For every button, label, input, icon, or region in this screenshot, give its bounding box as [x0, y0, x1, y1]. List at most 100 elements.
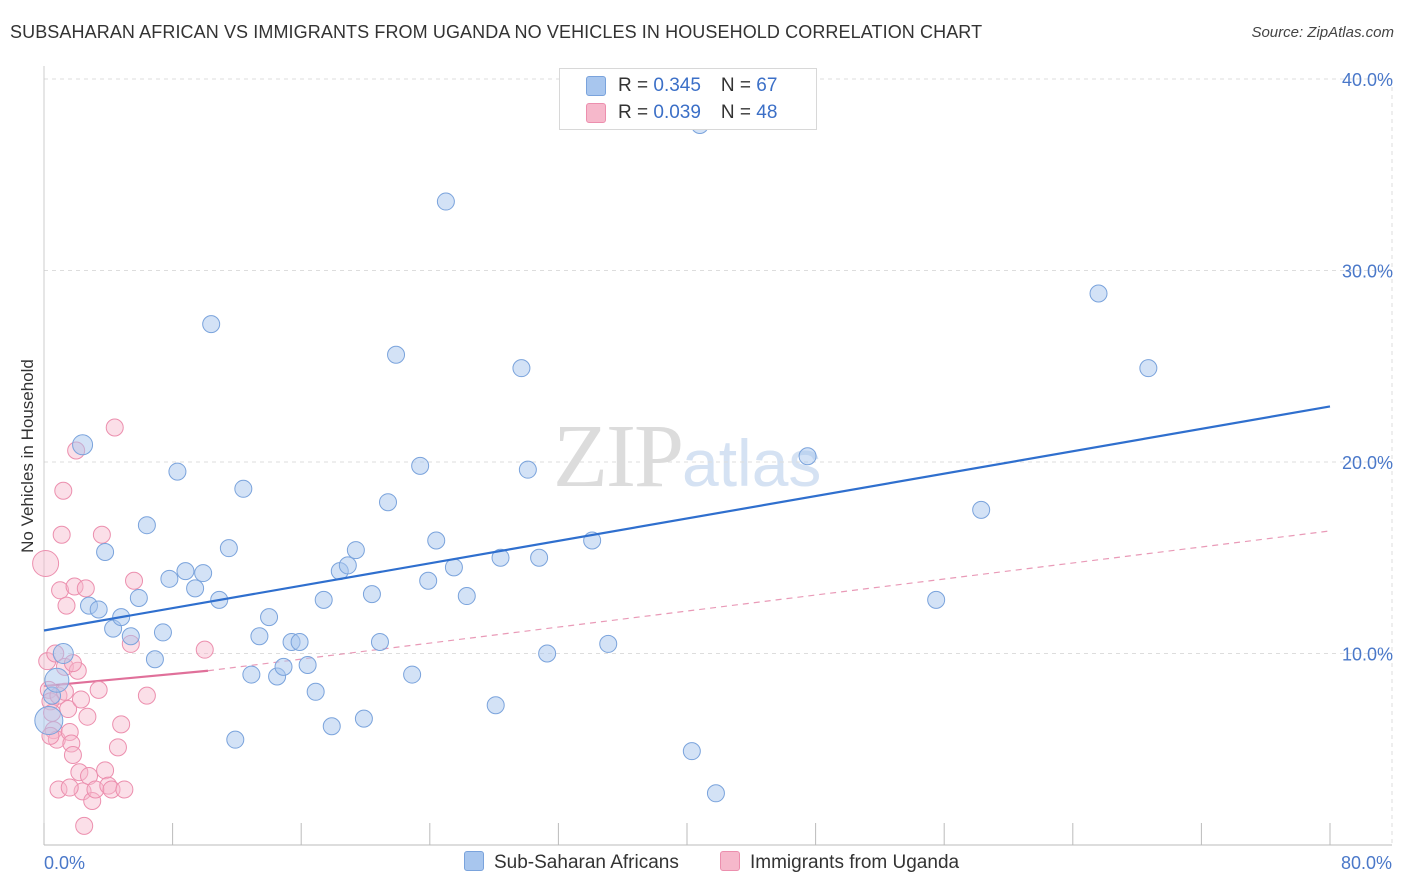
blue-point	[44, 667, 70, 693]
pink-swatch	[586, 103, 606, 123]
blue-point	[202, 315, 221, 334]
legend-label-sub-saharan: Sub-Saharan Africans	[494, 852, 679, 873]
source-label: Source: ZipAtlas.com	[1251, 24, 1394, 41]
blue-point	[491, 548, 510, 567]
blue-point	[322, 717, 341, 736]
blue-point	[298, 655, 317, 674]
pink-point	[125, 571, 144, 590]
blue-point	[486, 696, 505, 715]
blue-point	[194, 564, 213, 583]
legend-item-sub-saharan: Sub-Saharan Africans	[464, 851, 679, 874]
blue-point	[362, 585, 381, 604]
pink-point	[83, 791, 102, 810]
blue-point	[427, 531, 446, 550]
blue-point	[538, 644, 557, 663]
pink-point	[49, 780, 68, 799]
blue-point	[706, 784, 725, 803]
pink-point	[78, 707, 97, 726]
legend-item-uganda: Immigrants from Uganda	[720, 851, 959, 874]
y-tick-label: 30.0%	[1342, 262, 1393, 282]
pink-point	[105, 418, 124, 437]
blue-point	[226, 730, 245, 749]
blue-point	[436, 192, 455, 211]
blue-point	[346, 541, 365, 560]
pink-point	[96, 761, 115, 780]
pink-swatch	[720, 851, 740, 871]
blue-point	[137, 516, 156, 535]
blue-point	[290, 633, 309, 652]
blue-trend-line	[43, 405, 1331, 632]
blue-point	[518, 460, 537, 479]
blue-swatch	[464, 851, 484, 871]
watermark-atlas: atlas	[682, 426, 822, 500]
blue-point	[354, 709, 373, 728]
blue-point	[34, 706, 64, 736]
blue-points	[34, 115, 1158, 803]
blue-point	[682, 742, 701, 761]
r-value: 0.345	[653, 75, 701, 96]
blue-point	[121, 627, 140, 646]
blue-point	[457, 587, 476, 606]
blue-point	[234, 479, 253, 498]
axes	[43, 66, 1392, 846]
pink-point	[76, 579, 95, 598]
blue-point	[242, 665, 261, 684]
blue-point	[250, 627, 269, 646]
pink-point	[102, 780, 121, 799]
blue-point	[599, 634, 618, 653]
blue-point	[145, 650, 164, 669]
blue-point	[444, 558, 463, 577]
blue-point	[512, 359, 531, 378]
stats-legend: R = 0.345 N = 67 R = 0.039 N = 48	[559, 68, 817, 130]
r-value: 0.039	[653, 102, 701, 123]
blue-point	[379, 493, 398, 512]
blue-point	[972, 500, 991, 519]
blue-point	[219, 539, 238, 558]
y-tick-label: 10.0%	[1342, 645, 1393, 665]
blue-point	[160, 569, 179, 588]
n-value: 67	[756, 75, 778, 96]
pink-point	[32, 549, 60, 577]
blue-point	[96, 543, 115, 562]
blue-point	[72, 434, 94, 456]
blue-point	[168, 462, 187, 481]
blue-trend-line-group	[43, 405, 1331, 632]
pink-trend-line	[43, 669, 209, 688]
watermark-zip: ZIP	[553, 407, 684, 506]
pink-point	[52, 525, 71, 544]
blue-point	[1139, 359, 1158, 378]
pink-point	[59, 700, 78, 719]
pink-point	[60, 778, 79, 797]
blue-swatch	[586, 76, 606, 96]
blue-point	[798, 447, 817, 466]
tick-labels: 0.0% 80.0% 10.0% 20.0% 30.0% 40.0%	[44, 70, 1393, 873]
blue-point	[370, 633, 389, 652]
blue-point	[403, 665, 422, 684]
blue-point	[89, 600, 108, 619]
blue-point	[306, 682, 325, 701]
r-label: R =	[618, 102, 654, 123]
blue-point	[419, 571, 438, 590]
pink-point	[54, 481, 73, 500]
pink-trend-lines	[43, 530, 1331, 688]
pink-point	[112, 715, 131, 734]
blue-point	[52, 643, 74, 664]
pink-point	[62, 734, 81, 753]
chart-title: SUBSAHARAN AFRICAN VS IMMIGRANTS FROM UG…	[10, 22, 983, 42]
x-tick-label-min: 0.0%	[44, 853, 85, 873]
blue-point	[530, 548, 549, 567]
pink-point	[195, 640, 214, 659]
y-tick-label: 20.0%	[1342, 453, 1393, 473]
blue-point	[153, 623, 172, 642]
pink-point	[75, 816, 94, 835]
n-value: 48	[756, 102, 778, 123]
legend-text-pink: R = 0.039 N = 48	[618, 102, 777, 124]
blue-point	[314, 590, 333, 609]
pink-point	[89, 680, 108, 699]
blue-point	[411, 456, 430, 475]
blue-point	[176, 562, 195, 581]
n-label: N =	[720, 75, 757, 96]
pink-point	[63, 745, 82, 764]
blue-point	[186, 579, 205, 598]
